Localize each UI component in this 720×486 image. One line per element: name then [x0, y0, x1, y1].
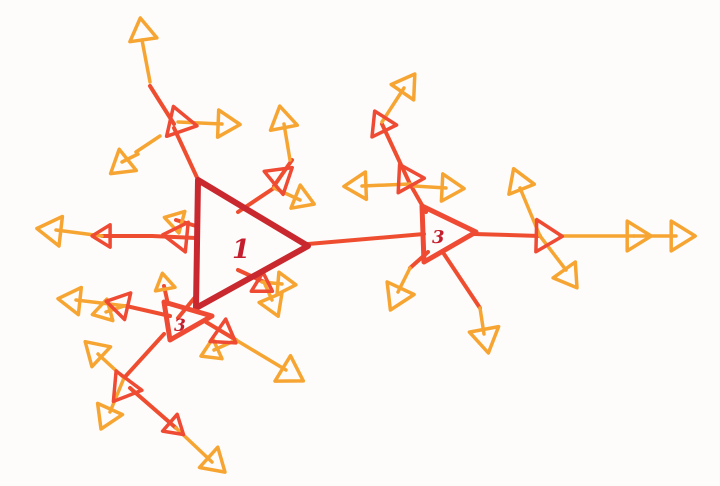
- leaf-edge-34: [360, 182, 412, 188]
- leaf-triangle-9: [56, 285, 84, 317]
- hub-lower-left-triangle: [161, 299, 215, 343]
- leaf-triangle-4: [289, 183, 316, 210]
- leaf-edge-5: [176, 120, 224, 126]
- inner-triangle-8: [370, 109, 399, 139]
- branch-edge-32: [380, 122, 412, 186]
- leaf-triangle-21: [467, 324, 501, 355]
- branch-edge-38: [442, 252, 482, 310]
- hub-right-label: 3: [432, 227, 445, 248]
- inner-triangle-7: [534, 217, 565, 254]
- leaf-triangle-22: [507, 166, 537, 196]
- edges-layer: [54, 38, 678, 464]
- inner-triangle-0: [164, 104, 199, 139]
- inner-triangle-6: [396, 162, 427, 195]
- branch-edge-19: [124, 304, 172, 318]
- branch-edge-40: [472, 232, 542, 238]
- leaf-triangle-5: [257, 291, 284, 318]
- inner-triangle-11: [90, 223, 112, 249]
- leaf-edge-7: [120, 152, 140, 164]
- leaf-triangle-2: [108, 147, 139, 176]
- leaf-triangle-13: [197, 445, 227, 474]
- leaf-triangle-8: [35, 214, 65, 248]
- root-triangle: [193, 177, 311, 311]
- leaf-triangle-19: [439, 172, 466, 203]
- branch-edge-2: [172, 126, 202, 186]
- leaf-edge-42: [538, 234, 568, 272]
- leaf-triangle-0: [128, 16, 159, 44]
- inner-triangle-10: [249, 270, 275, 294]
- inner-triangle-1: [262, 165, 294, 197]
- hub-lower-left-label: 3: [174, 316, 186, 336]
- leaf-triangle-16: [153, 271, 177, 293]
- leaf-triangle-12: [95, 401, 125, 431]
- leaf-triangle-24: [625, 219, 653, 253]
- leaf-triangle-18: [342, 170, 369, 202]
- leaf-triangle-23: [551, 260, 579, 290]
- leaf-triangle-11: [83, 339, 113, 369]
- leaf-edge-10: [282, 122, 292, 162]
- leaf-triangle-20: [385, 280, 416, 312]
- leaf-triangle-3: [268, 104, 300, 133]
- inner-triangle-5: [208, 317, 238, 345]
- branch-edge-27: [204, 320, 238, 342]
- leaf-triangle-1: [215, 108, 242, 139]
- leaf-triangle-14: [273, 353, 306, 383]
- leaf-triangle-15: [199, 336, 224, 361]
- branch-edge-15: [150, 234, 198, 240]
- inner-triangle-3: [104, 291, 133, 322]
- branch-edge-9: [272, 158, 294, 188]
- leaf-edge-4: [140, 38, 152, 84]
- leaf-edge-24: [108, 376, 126, 414]
- inner-triangles-layer: [90, 104, 565, 437]
- inner-triangle-9: [160, 412, 186, 437]
- branch-edge-22: [122, 332, 166, 380]
- root-label: 1: [232, 235, 250, 265]
- leaf-triangle-7: [162, 209, 187, 235]
- inner-triangle-2: [161, 220, 190, 254]
- inner-triangle-4: [111, 369, 144, 404]
- leaf-triangle-25: [669, 219, 697, 253]
- leaf-triangle-10: [90, 297, 115, 323]
- branch-edge-25: [128, 386, 178, 430]
- leaf-triangle-6: [275, 270, 298, 297]
- leaf-triangle-17: [389, 72, 417, 102]
- leaf-triangles-layer: [35, 16, 697, 474]
- hub-right-triangle: [419, 203, 479, 265]
- leaf-edge-6: [134, 134, 162, 154]
- leaf-edge-28: [234, 338, 288, 372]
- branch-edge-0: [306, 232, 426, 246]
